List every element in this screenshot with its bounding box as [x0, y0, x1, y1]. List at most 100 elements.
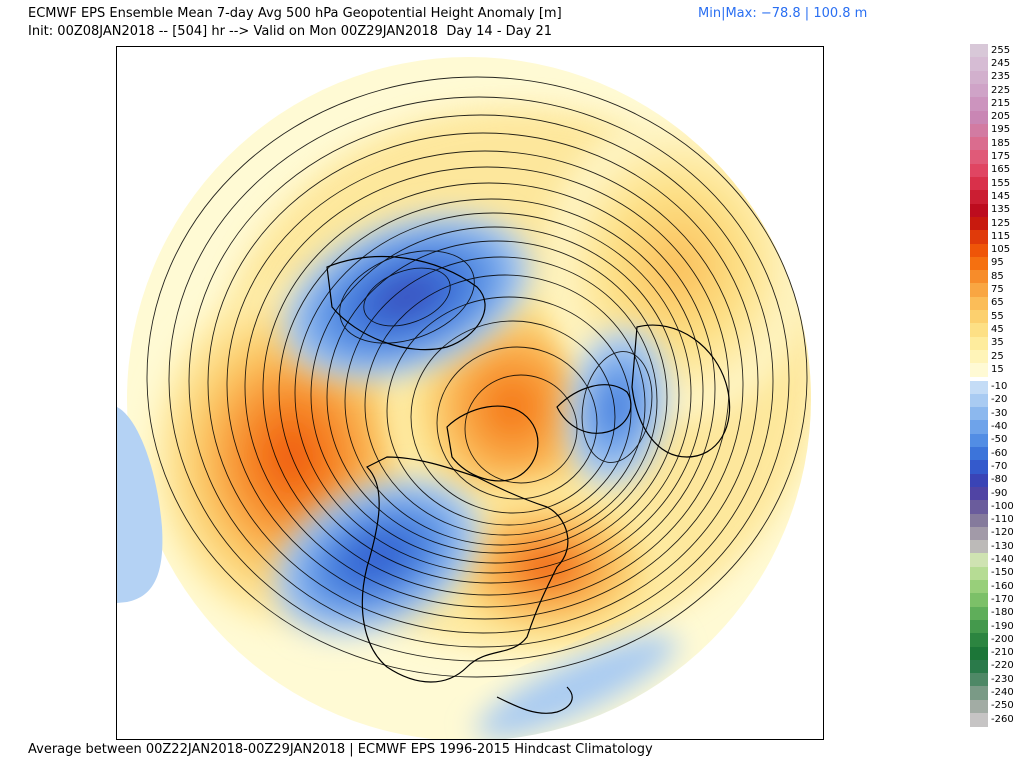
- colorbar-swatch: [970, 500, 988, 514]
- colorbar-swatch: [970, 83, 988, 98]
- colorbar-swatch: [970, 619, 988, 634]
- coastlines: [326, 256, 731, 714]
- colorbar-label: -200: [991, 633, 1014, 645]
- colorbar-swatch: [970, 407, 988, 421]
- colorbar-swatch: [970, 310, 988, 324]
- colorbar-label: 225: [991, 84, 1011, 96]
- colorbar-label: 195: [991, 124, 1011, 136]
- colorbar-swatch: [970, 380, 988, 395]
- map-subtitle: Init: 00Z08JAN2018 -- [504] hr --> Valid…: [28, 24, 552, 39]
- colorbar-label: 75: [991, 284, 1004, 296]
- colorbar-swatch: [970, 673, 988, 687]
- colorbar-label: -70: [991, 460, 1008, 472]
- colorbar-label: -120: [991, 527, 1014, 539]
- colorbar-swatch: [970, 137, 988, 151]
- colorbar-swatch: [970, 57, 988, 72]
- colorbar-swatch: [970, 593, 988, 608]
- colorbar-label: 205: [991, 111, 1011, 123]
- colorbar-swatch: [970, 393, 988, 408]
- colorbar-label: -30: [991, 407, 1008, 419]
- colorbar-swatch: [970, 460, 988, 475]
- colorbar-label: 235: [991, 71, 1011, 83]
- colorbar-swatch: [970, 713, 988, 727]
- colorbar-label: 145: [991, 190, 1011, 202]
- colorbar-label: 85: [991, 270, 1004, 282]
- colorbar-label: 255: [991, 44, 1011, 56]
- colorbar-swatch: [970, 349, 988, 364]
- colorbar-label: 105: [991, 244, 1011, 256]
- minmax-readout: Min|Max: −78.8 | 100.8 m: [698, 6, 868, 21]
- colorbar-label: -100: [991, 500, 1014, 512]
- colorbar-label: -240: [991, 687, 1014, 699]
- colorbar-label: -90: [991, 487, 1008, 499]
- colorbar-swatch: [970, 633, 988, 647]
- colorbar-swatch: [970, 420, 988, 435]
- colorbar-label: -260: [991, 713, 1014, 725]
- colorbar-label: -150: [991, 567, 1014, 579]
- colorbar-label: 95: [991, 257, 1004, 269]
- colorbar-label: -20: [991, 394, 1008, 406]
- colorbar-label: -130: [991, 540, 1014, 552]
- colorbar-label: -40: [991, 421, 1008, 433]
- colorbar-label: -220: [991, 660, 1014, 672]
- colorbar-swatch: [970, 433, 988, 448]
- negative-anomaly-subtropical-atlantic: [476, 634, 678, 739]
- colorbar-swatch: [970, 580, 988, 594]
- colorbar-swatch: [970, 270, 988, 284]
- anomaly-fields: [152, 107, 811, 739]
- colorbar-swatch: [970, 540, 988, 554]
- map-footer: Average between 00Z22JAN2018-00Z29JAN201…: [28, 742, 653, 757]
- negative-anomaly-east-siberia: [282, 213, 532, 381]
- colorbar-label: -210: [991, 647, 1014, 659]
- colorbar-swatch: [970, 283, 988, 298]
- colorbar-label: 45: [991, 323, 1004, 335]
- colorbar-swatch: [970, 646, 988, 661]
- colorbar-swatch: [970, 230, 988, 244]
- colorbar-swatch: [970, 97, 988, 111]
- colorbar-label: -140: [991, 554, 1014, 566]
- colorbar-label: 55: [991, 310, 1004, 322]
- colorbar-label: 215: [991, 97, 1011, 109]
- colorbar-label: 115: [991, 230, 1011, 242]
- colorbar-label: -160: [991, 580, 1014, 592]
- colorbar-swatch: [970, 177, 988, 191]
- colorbar-swatch: [970, 70, 988, 85]
- colorbar-swatch: [970, 323, 988, 338]
- colorbar-swatch: [970, 44, 988, 58]
- colorbar-label: -110: [991, 514, 1014, 526]
- colorbar-label: 125: [991, 217, 1011, 229]
- colorbar-label: 245: [991, 57, 1011, 69]
- colorbar-swatch: [970, 659, 988, 674]
- colorbar-label: -80: [991, 474, 1008, 486]
- colorbar-swatch: [970, 473, 988, 488]
- colorbar-swatch: [970, 110, 988, 125]
- colorbar-swatch: [970, 163, 988, 178]
- colorbar-label: 15: [991, 363, 1004, 375]
- colorbar-label: 185: [991, 137, 1011, 149]
- colorbar-label: 155: [991, 177, 1011, 189]
- colorbar-swatch: [970, 203, 988, 218]
- colorbar-label: -250: [991, 700, 1014, 712]
- negative-anomaly-western-north-america: [273, 478, 481, 636]
- negative-anomaly-scandinavia: [565, 327, 669, 487]
- colorbar-label: -10: [991, 381, 1008, 393]
- colorbar-label: 65: [991, 297, 1004, 309]
- anomaly-map-svg: [117, 57, 811, 739]
- colorbar-swatch: [970, 123, 988, 138]
- colorbar-label: 25: [991, 350, 1004, 362]
- colorbar-label: 175: [991, 151, 1011, 163]
- height-contours: [146, 76, 808, 678]
- colorbar-swatch: [970, 566, 988, 581]
- colorbar-label: -190: [991, 620, 1014, 632]
- colorbar-label: 35: [991, 337, 1004, 349]
- map-title: ECMWF EPS Ensemble Mean 7-day Avg 500 hP…: [28, 6, 562, 21]
- colorbar-swatch: [970, 296, 988, 311]
- colorbar-swatch: [970, 216, 988, 231]
- colorbar-label: -230: [991, 673, 1014, 685]
- colorbar-swatch: [970, 513, 988, 528]
- colorbar-label: -50: [991, 434, 1008, 446]
- colorbar-swatch: [970, 447, 988, 461]
- colorbar-swatch: [970, 486, 988, 501]
- colorbar-label: -60: [991, 447, 1008, 459]
- colorbar-swatch: [970, 190, 988, 205]
